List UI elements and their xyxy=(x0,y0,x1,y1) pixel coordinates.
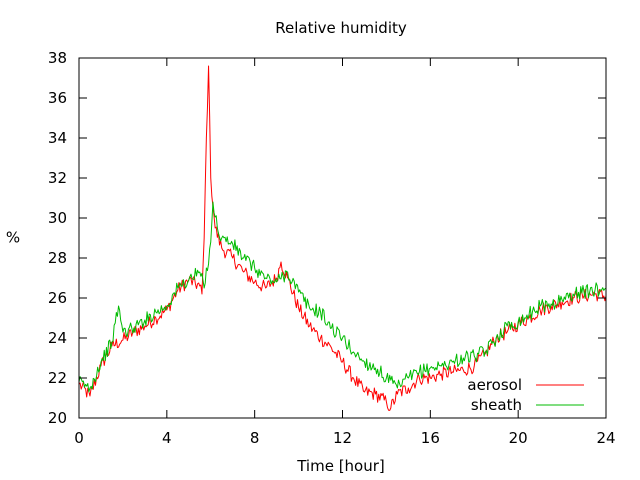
y-tick-label: 26 xyxy=(48,289,67,307)
y-axis-label: % xyxy=(6,229,20,247)
legend-label-sheath: sheath xyxy=(471,396,522,414)
x-axis-label: Time [hour] xyxy=(296,457,385,475)
chart-title: Relative humidity xyxy=(275,19,407,37)
y-tick-label: 20 xyxy=(48,409,67,427)
x-tick-label: 12 xyxy=(333,429,352,447)
x-tick-label: 24 xyxy=(596,429,615,447)
x-tick-label: 0 xyxy=(74,429,84,447)
y-tick-label: 32 xyxy=(48,169,67,187)
legend-label-aerosol: aerosol xyxy=(467,376,522,394)
x-tick-label: 16 xyxy=(421,429,440,447)
y-tick-label: 28 xyxy=(48,249,67,267)
ticks-layer: 0 4 8 12 16 20 24 20 22 24 26 28 30 32 34 36 38 xyxy=(48,49,616,447)
x-tick-label: 8 xyxy=(250,429,260,447)
y-tick-label: 36 xyxy=(48,89,67,107)
y-tick-label: 34 xyxy=(48,129,67,147)
y-tick-label: 24 xyxy=(48,329,67,347)
series-layer xyxy=(78,65,607,411)
legend: aerosol sheath xyxy=(467,376,584,414)
x-tick-label: 4 xyxy=(162,429,172,447)
y-tick-label: 38 xyxy=(48,49,67,67)
plot-frame xyxy=(78,57,607,419)
y-tick-label: 22 xyxy=(48,369,67,387)
series-line-aerosol xyxy=(78,65,607,411)
series-line-sheath xyxy=(78,201,607,393)
x-tick-label: 20 xyxy=(509,429,528,447)
y-tick-label: 30 xyxy=(48,209,67,227)
